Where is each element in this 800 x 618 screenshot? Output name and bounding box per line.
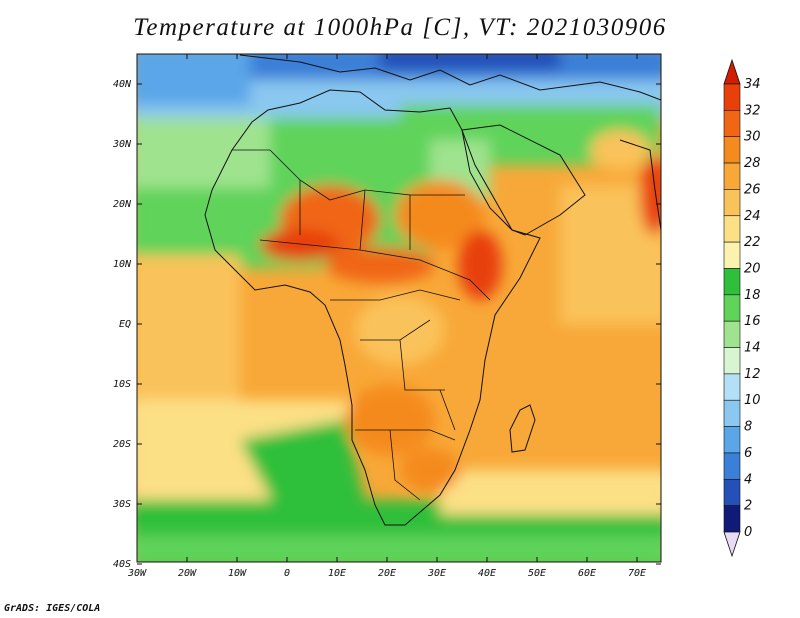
arabia-coastline [461, 124, 586, 236]
colorbar-label: 6 [744, 446, 752, 461]
lat-tick-label: 40N [113, 79, 132, 90]
colorbar-label: 28 [744, 156, 761, 171]
colorbar-segment [723, 83, 741, 111]
country-borders [232, 149, 491, 501]
colorbar-segment [723, 189, 741, 217]
colorbar-segment [723, 215, 741, 243]
colorbar-label: 26 [744, 182, 761, 197]
europe-coastline [239, 54, 661, 101]
colorbar-label: 24 [744, 209, 761, 224]
colorbar-label: 2 [744, 499, 752, 514]
colorbar-label: 32 [744, 103, 761, 118]
lat-tick-label: 40S [113, 559, 131, 570]
madagascar-coastline [509, 404, 536, 453]
colorbar-segment [723, 399, 741, 427]
lon-tick-label: 10W [228, 568, 247, 579]
colorbar-label: 22 [744, 235, 761, 250]
longitude-axis: 30W 20W 10W 0 10E 20E 30E 40E 50E 60E 70E [127, 54, 646, 579]
colorbar-segment [723, 478, 741, 506]
map-frame [136, 53, 662, 563]
colorbar-label: 16 [744, 314, 761, 329]
lat-tick-label: 20S [113, 439, 131, 450]
colorbar-segment [723, 373, 741, 401]
colorbar-segment [723, 162, 741, 190]
colorbar-segment [723, 241, 741, 269]
lon-tick-label: 30W [127, 568, 147, 579]
lat-tick-label: 10N [113, 259, 132, 270]
colorbar-segment [723, 452, 741, 480]
lon-tick-label: 20E [378, 568, 396, 579]
map-title: Temperature at 1000hPa [C], VT: 20210309… [133, 14, 667, 41]
colorbar-top-arrow [723, 58, 741, 85]
lat-tick-label: 30S [112, 499, 131, 510]
colorbar-label: 8 [744, 420, 752, 435]
lon-tick-label: 20W [178, 568, 197, 579]
india-coastline [619, 139, 661, 231]
lat-tick-label: 20N [113, 199, 132, 210]
lon-tick-label: 10E [328, 568, 346, 579]
lon-tick-label: 40E [478, 568, 496, 579]
colorbar-segment [723, 320, 741, 348]
software-credit: GrADS: IGES/COLA [4, 603, 101, 614]
colorbar-segment [723, 294, 741, 322]
colorbar-segment [723, 268, 741, 296]
africa-coastline [204, 89, 541, 526]
lat-tick-label: 30N [112, 139, 132, 150]
colorbar-label: 20 [744, 261, 761, 276]
coastlines [204, 54, 661, 526]
lat-tick-label: EQ [119, 319, 131, 330]
colorbar-bottom-arrow [723, 531, 741, 558]
colorbar-label: 0 [744, 525, 752, 540]
colorbar-segment [723, 110, 741, 138]
colorbar-label: 30 [744, 130, 761, 145]
colorbar-segment [723, 136, 741, 164]
lon-tick-label: 70E [628, 568, 646, 579]
colorbar-label: 10 [744, 393, 761, 408]
colorbar-label: 4 [744, 472, 752, 487]
colorbar-label: 18 [744, 288, 761, 303]
colorbar-segment [723, 347, 741, 375]
lat-tick-label: 10S [113, 379, 131, 390]
lon-tick-label: 60E [578, 568, 596, 579]
lon-tick-label: 0 [284, 568, 290, 579]
colorbar-label: 34 [744, 77, 761, 92]
colorbar-segment [723, 505, 741, 533]
colorbar-segment [723, 426, 741, 454]
lon-tick-label: 30E [427, 568, 446, 579]
lon-tick-label: 50E [528, 568, 546, 579]
colorbar-label: 12 [744, 367, 761, 382]
colorbar-label: 14 [744, 341, 761, 356]
temperature-field [137, 54, 661, 562]
latitude-axis: 40N 30N 20N 10N EQ 10S 20S 30S 40S [112, 79, 661, 570]
